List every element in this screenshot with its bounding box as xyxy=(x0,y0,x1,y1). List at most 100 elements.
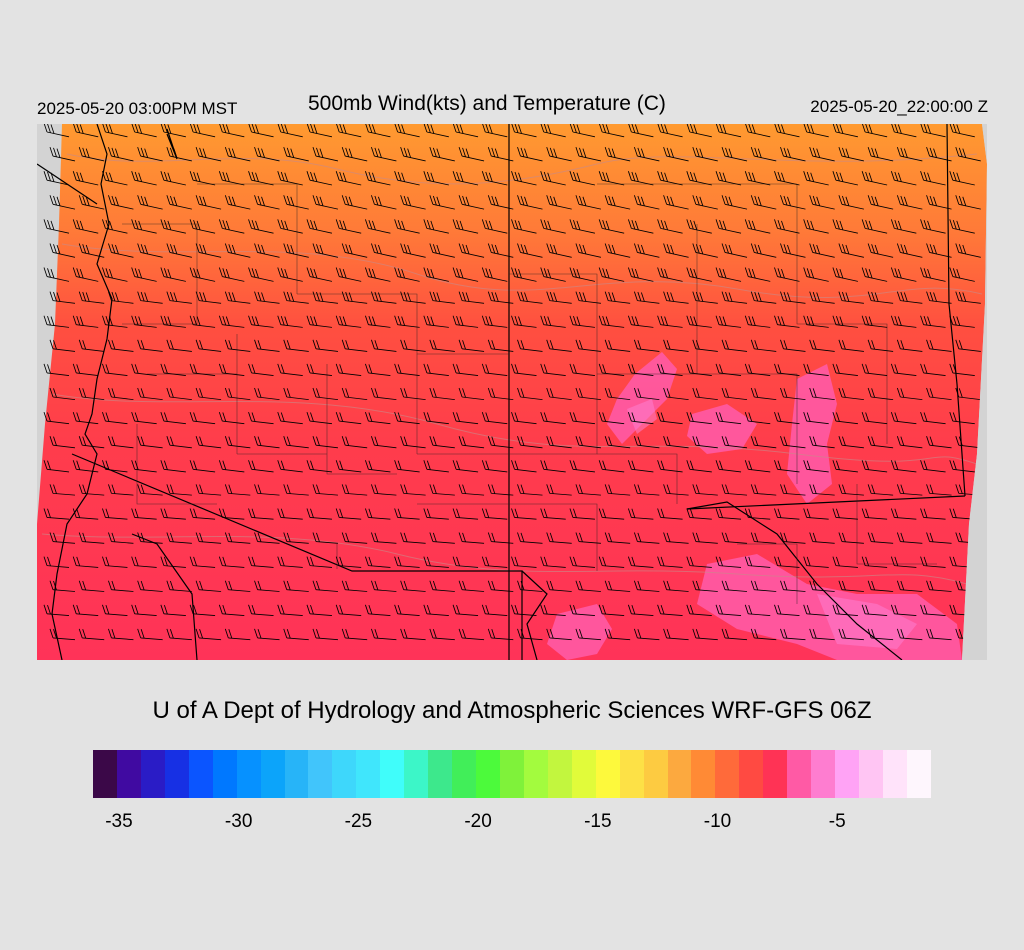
wind-barb-feather xyxy=(871,484,876,494)
wind-barb-feather xyxy=(482,124,486,133)
wind-barb-shaft xyxy=(82,492,105,496)
wind-barb-shaft xyxy=(812,541,835,544)
wind-barb-feather xyxy=(569,556,574,566)
wind-barb-feather xyxy=(140,580,145,591)
wind-barb-feather xyxy=(929,291,934,302)
wind-barb-feather xyxy=(365,267,369,277)
wind-barb-shaft xyxy=(280,517,303,520)
wind-barb-feather xyxy=(403,436,408,446)
wind-barb-shaft xyxy=(169,637,192,641)
wind-barb-shaft xyxy=(199,492,222,496)
wind-barb-shaft xyxy=(958,396,981,401)
wind-barb-feather xyxy=(374,629,379,639)
wind-barb-feather xyxy=(715,604,720,614)
wind-barb-feather xyxy=(134,219,139,230)
wind-barb-feather xyxy=(894,124,899,133)
wind-barb-shaft xyxy=(462,541,485,544)
wind-barb-feather xyxy=(316,291,320,302)
wind-barb-shaft xyxy=(228,396,251,401)
wind-barb-shaft xyxy=(754,155,777,162)
wind-barb-feather xyxy=(871,436,876,446)
wind-barb-feather xyxy=(546,195,551,205)
wind-barb-shaft xyxy=(923,420,946,425)
wind-barb-feather xyxy=(543,316,548,326)
wind-barb-feather xyxy=(806,604,811,615)
wind-barb-shaft xyxy=(549,444,572,449)
wind-barb-feather xyxy=(608,147,613,157)
wind-barb-feather xyxy=(111,629,116,639)
wind-barb-feather xyxy=(952,412,957,422)
wind-barb-feather xyxy=(890,556,895,566)
wind-barb-feather xyxy=(748,412,753,422)
wind-barb-feather xyxy=(257,580,262,591)
wind-barb-feather xyxy=(923,171,928,182)
wind-barb-feather xyxy=(222,508,227,518)
wind-barb-feather xyxy=(459,268,464,279)
wind-barb-feather xyxy=(657,219,661,229)
wind-barb-feather xyxy=(397,124,402,133)
wind-barb-feather xyxy=(774,460,778,470)
wind-barb-feather xyxy=(284,316,289,326)
wind-barb-feather xyxy=(867,291,872,301)
wind-barb-feather xyxy=(524,292,528,302)
wind-barb-shaft xyxy=(403,203,426,210)
wind-barb-feather xyxy=(115,196,119,206)
wind-barb-feather xyxy=(255,172,259,182)
wind-barb-feather xyxy=(430,220,435,231)
wind-barb-feather xyxy=(699,244,704,255)
wind-barb-feather xyxy=(169,388,174,398)
wind-barb-feather xyxy=(903,196,908,206)
wind-barb-feather xyxy=(345,580,350,591)
wind-barb-feather xyxy=(695,244,700,254)
wind-barb-feather xyxy=(254,195,258,205)
wind-barb-feather xyxy=(108,436,112,446)
wind-barb-shaft xyxy=(82,444,105,449)
wind-barb-feather xyxy=(79,268,84,279)
legend-swatch xyxy=(404,750,429,798)
wind-barb-feather xyxy=(462,484,466,494)
wind-barb-shaft xyxy=(689,372,712,376)
wind-barb-feather xyxy=(598,411,603,422)
wind-barb-feather xyxy=(72,411,77,422)
wind-barb-feather xyxy=(426,219,431,230)
wind-barb-feather xyxy=(372,172,376,182)
wind-barb-feather xyxy=(744,460,749,470)
wind-barb-feather xyxy=(43,267,48,277)
wind-barb-feather xyxy=(49,436,54,446)
wind-barb-feather xyxy=(49,532,54,542)
wind-barb-shaft xyxy=(718,131,742,138)
wind-barb-feather xyxy=(76,124,81,133)
wind-barb-feather xyxy=(543,171,548,182)
wind-barb-feather xyxy=(842,388,846,398)
wind-barb-shaft xyxy=(900,252,923,258)
wind-barb-shaft xyxy=(397,324,420,328)
wind-barb-feather xyxy=(748,219,753,230)
wind-barb-shaft xyxy=(520,589,543,592)
wind-barb-shaft xyxy=(777,372,800,376)
wind-barb-shaft xyxy=(257,541,280,544)
wind-barb-feather xyxy=(167,124,172,134)
wind-barb-shaft xyxy=(52,203,76,210)
wind-barb-feather xyxy=(748,460,753,470)
wind-barb-feather xyxy=(169,532,174,542)
wind-barb-feather xyxy=(832,411,837,422)
wind-barb-shaft xyxy=(345,203,368,210)
wind-barb-feather xyxy=(836,364,840,374)
wind-barb-shaft xyxy=(163,179,186,186)
wind-barb-feather xyxy=(518,316,522,326)
wind-barb-feather xyxy=(138,172,143,182)
wind-barb-feather xyxy=(511,556,515,566)
wind-barb-shaft xyxy=(578,348,601,352)
wind-barb-feather xyxy=(131,171,136,181)
wind-barb-shaft xyxy=(572,131,596,138)
wind-barb-feather xyxy=(861,460,866,470)
wind-barb-feather xyxy=(511,124,515,133)
wind-barb-feather xyxy=(195,532,200,542)
wind-barb-shaft xyxy=(514,324,537,328)
wind-barb-shaft xyxy=(724,300,748,304)
wind-barb-feather xyxy=(341,436,346,446)
wind-barb-feather xyxy=(692,484,697,494)
wind-barb-feather xyxy=(631,460,636,470)
wind-barb-feather xyxy=(345,436,350,446)
wind-barb-feather xyxy=(569,315,574,325)
